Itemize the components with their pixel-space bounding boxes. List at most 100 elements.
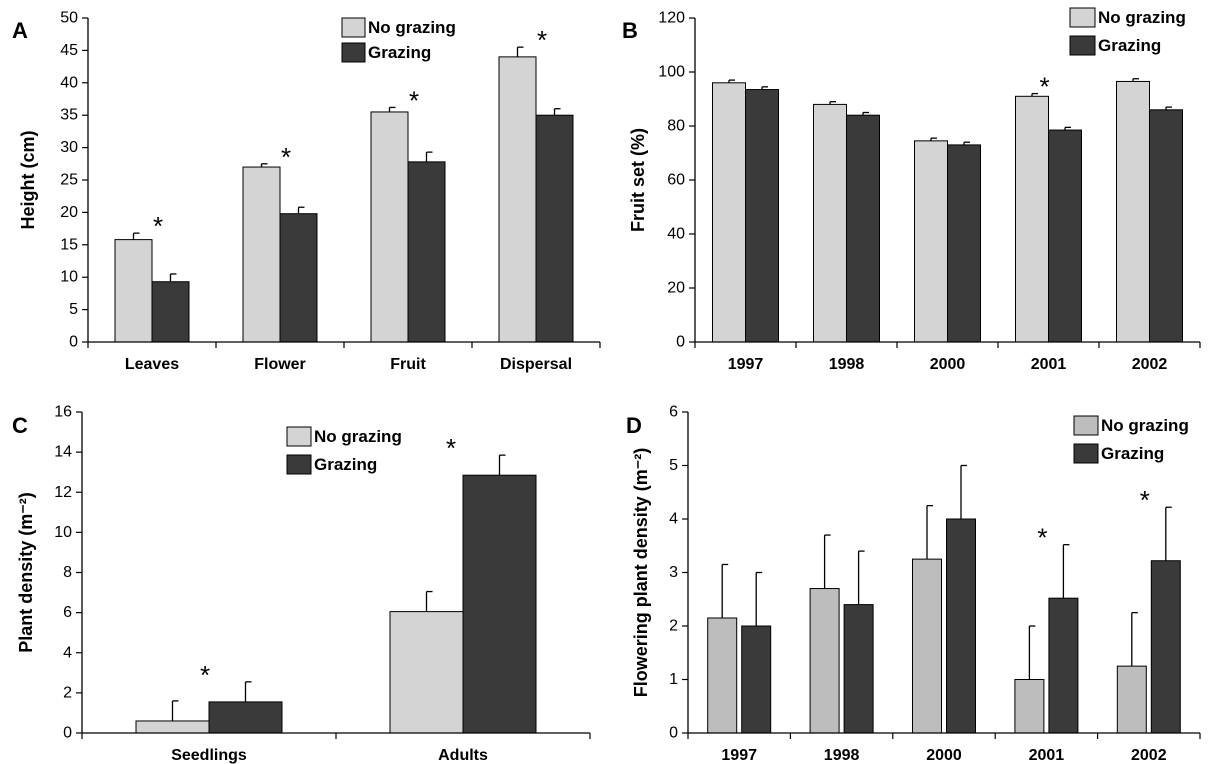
y-tick-label: 2 [63, 684, 72, 701]
bar-no-grazing [712, 82, 746, 343]
bar-no-grazing [114, 239, 153, 343]
x-category-label: 2000 [930, 356, 966, 373]
x-category-label: Dispersal [500, 356, 572, 373]
significance-star: * [281, 142, 291, 172]
chart-panel-c: C Plant density (m⁻²) * * 0 2 4 6 8 10 12 14 16 Seedl… [12, 404, 591, 764]
bar-grazing [1048, 129, 1082, 343]
x-category-label: 1997 [728, 356, 764, 373]
y-tick-label: 16 [54, 404, 72, 421]
y-tick-label: 1 [669, 671, 678, 688]
y-tick-label: 40 [60, 74, 78, 91]
legend-swatch-grazing [1069, 35, 1096, 56]
bar-grazing [947, 144, 981, 343]
bar-grazing [535, 114, 574, 343]
bar-grazing [279, 213, 318, 343]
x-category-label: Fruit [390, 356, 426, 373]
y-tick-label: 0 [63, 725, 72, 742]
bar-grazing [741, 625, 772, 734]
significance-star: * [446, 433, 456, 463]
significance-star: * [537, 25, 547, 55]
y-tick-label: 0 [69, 334, 78, 351]
bar-grazing [946, 518, 976, 734]
legend: No grazing Grazing [1069, 7, 1186, 56]
chart-panel-a: A Height (cm) * * * * 0 5 10 15 20 25 30 35 40 45 50 Leav… [12, 10, 601, 373]
bar-grazing [1048, 597, 1079, 734]
legend-label-no-grazing: No grazing [314, 427, 402, 446]
y-tick-label: 8 [63, 564, 72, 581]
significance-star: * [1140, 485, 1150, 515]
bar-grazing [462, 474, 537, 734]
x-category-label: 2001 [1029, 747, 1065, 764]
legend-label-grazing: Grazing [1101, 444, 1164, 463]
bar-grazing [407, 161, 446, 343]
bar-no-grazing [1116, 665, 1147, 734]
x-category-label: 1998 [824, 747, 860, 764]
x-category-label: Adults [438, 747, 488, 764]
legend-label-no-grazing: No grazing [368, 18, 456, 37]
legend-swatch-grazing [1073, 443, 1099, 464]
bar-no-grazing [707, 617, 738, 734]
y-tick-label: 80 [667, 118, 685, 135]
bar-no-grazing [135, 720, 210, 734]
y-tick-label: 10 [60, 269, 78, 286]
bar-no-grazing [809, 588, 840, 734]
y-tick-label: 120 [658, 10, 685, 27]
significance-star: * [200, 660, 210, 690]
x-category-label: Leaves [125, 356, 179, 373]
significance-star: * [1039, 72, 1049, 102]
y-tick-label: 25 [60, 172, 78, 189]
bar-no-grazing [498, 56, 537, 343]
y-tick-label: 20 [667, 280, 685, 297]
legend-label-no-grazing: No grazing [1101, 416, 1189, 435]
legend-label-grazing: Grazing [314, 455, 377, 474]
legend-swatch-grazing [286, 454, 312, 475]
y-tick-label: 10 [54, 524, 72, 541]
bar-no-grazing [1116, 80, 1150, 343]
y-tick-label: 100 [658, 64, 685, 81]
y-tick-label: 0 [676, 334, 685, 351]
y-tick-label: 6 [669, 404, 678, 421]
bar-grazing [208, 701, 283, 734]
y-tick-label: 40 [667, 226, 685, 243]
y-tick-label: 4 [669, 511, 678, 528]
legend-swatch-no-grazing [286, 426, 312, 447]
x-category-label: 2000 [926, 747, 962, 764]
x-category-label: Seedlings [171, 747, 247, 764]
legend-swatch-no-grazing [1073, 415, 1099, 436]
legend-label-no-grazing: No grazing [1098, 8, 1186, 27]
y-tick-label: 30 [60, 139, 78, 156]
bar-no-grazing [1014, 679, 1045, 734]
y-tick-label: 45 [60, 42, 78, 59]
y-tick-label: 2 [669, 618, 678, 635]
legend-swatch-no-grazing [341, 17, 366, 38]
y-tick-label: 4 [63, 644, 72, 661]
y-tick-label: 5 [69, 301, 78, 318]
bar-grazing [151, 281, 190, 343]
bar-no-grazing [813, 103, 847, 343]
panel-letter: A [12, 18, 28, 43]
bar-grazing [745, 89, 779, 343]
chart-panel-b: B Fruit set (%) * 0 20 40 60 80 100 120 1997 1998 20… [622, 7, 1201, 373]
y-tick-label: 20 [60, 204, 78, 221]
y-tick-label: 50 [60, 10, 78, 27]
significance-star: * [409, 85, 419, 115]
bar-grazing [1149, 109, 1183, 343]
x-category-label: Flower [254, 356, 306, 373]
chart-panel-d: D Flowering plant density (m⁻²) * * 0 1 2 3 4 5 6 1… [626, 404, 1201, 764]
bar-no-grazing [370, 111, 409, 343]
y-axis-label: Height (cm) [18, 130, 38, 229]
bar-grazing [843, 604, 874, 734]
y-tick-label: 14 [54, 444, 72, 461]
bar-no-grazing [914, 140, 948, 343]
y-tick-label: 6 [63, 604, 72, 621]
panel-letter: B [622, 18, 638, 43]
significance-star: * [1037, 523, 1047, 553]
bar-no-grazing [912, 558, 942, 734]
y-tick-label: 60 [667, 172, 685, 189]
x-category-label: 2002 [1132, 356, 1168, 373]
y-tick-label: 3 [669, 564, 678, 581]
significance-star: * [153, 211, 163, 241]
y-axis-label: Fruit set (%) [628, 128, 648, 232]
legend: No grazing Grazing [341, 17, 456, 63]
